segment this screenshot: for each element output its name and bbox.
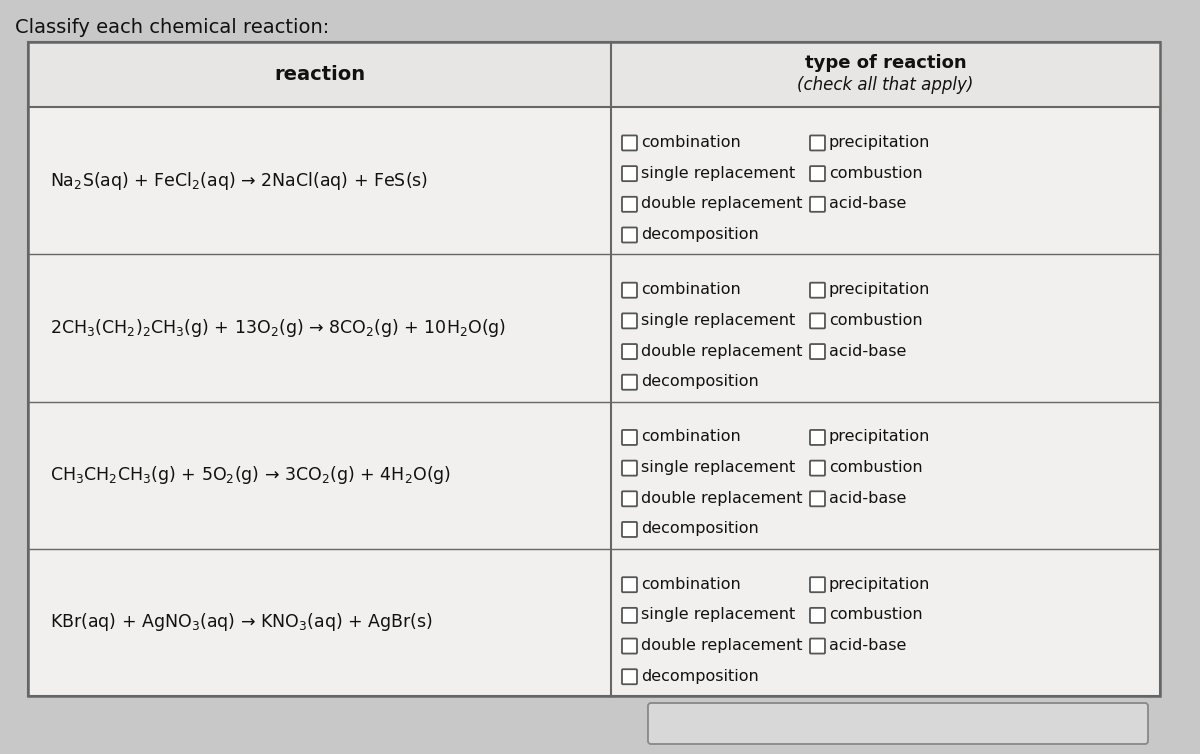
Text: combination: combination xyxy=(641,282,740,297)
FancyBboxPatch shape xyxy=(622,461,637,476)
FancyBboxPatch shape xyxy=(622,166,637,181)
Text: acid-base: acid-base xyxy=(829,638,906,653)
Text: 2CH$_3$(CH$_2$)$_2$CH$_3$(g) + 13O$_2$(g) → 8CO$_2$(g) + 10H$_2$O(g): 2CH$_3$(CH$_2$)$_2$CH$_3$(g) + 13O$_2$(g… xyxy=(50,317,506,339)
Text: single replacement: single replacement xyxy=(641,166,796,181)
Text: decomposition: decomposition xyxy=(641,669,758,684)
FancyBboxPatch shape xyxy=(622,136,637,151)
Text: precipitation: precipitation xyxy=(829,430,930,444)
FancyBboxPatch shape xyxy=(810,492,824,506)
FancyBboxPatch shape xyxy=(810,136,824,151)
Text: combustion: combustion xyxy=(829,313,923,328)
FancyBboxPatch shape xyxy=(622,670,637,684)
Text: decomposition: decomposition xyxy=(641,227,758,242)
Text: decomposition: decomposition xyxy=(641,522,758,537)
Text: double replacement: double replacement xyxy=(641,638,803,653)
FancyBboxPatch shape xyxy=(622,375,637,390)
Bar xyxy=(28,42,1160,696)
FancyBboxPatch shape xyxy=(810,578,824,592)
FancyBboxPatch shape xyxy=(810,344,824,359)
Text: acid-base: acid-base xyxy=(829,196,906,211)
Text: precipitation: precipitation xyxy=(829,135,930,150)
FancyBboxPatch shape xyxy=(622,430,637,445)
FancyBboxPatch shape xyxy=(810,608,824,623)
Text: acid-base: acid-base xyxy=(829,344,906,359)
Text: Ś: Ś xyxy=(990,713,1003,734)
Text: X: X xyxy=(792,713,806,734)
Text: combustion: combustion xyxy=(829,166,923,181)
Text: double replacement: double replacement xyxy=(641,491,803,506)
FancyBboxPatch shape xyxy=(622,197,637,212)
FancyBboxPatch shape xyxy=(622,344,637,359)
FancyBboxPatch shape xyxy=(622,228,637,243)
FancyBboxPatch shape xyxy=(810,166,824,181)
Text: precipitation: precipitation xyxy=(829,577,930,592)
FancyBboxPatch shape xyxy=(810,639,824,654)
Text: single replacement: single replacement xyxy=(641,460,796,475)
FancyBboxPatch shape xyxy=(622,283,637,298)
Text: combination: combination xyxy=(641,135,740,150)
Text: KBr(aq) + AgNO$_3$(aq) → KNO$_3$(aq) + AgBr(s): KBr(aq) + AgNO$_3$(aq) → KNO$_3$(aq) + A… xyxy=(50,611,432,633)
Text: single replacement: single replacement xyxy=(641,313,796,328)
FancyBboxPatch shape xyxy=(622,314,637,329)
Text: type of reaction: type of reaction xyxy=(805,54,966,72)
FancyBboxPatch shape xyxy=(622,492,637,506)
Text: (check all that apply): (check all that apply) xyxy=(797,76,973,94)
FancyBboxPatch shape xyxy=(648,703,1148,744)
Text: Classify each chemical reaction:: Classify each chemical reaction: xyxy=(14,18,329,37)
FancyBboxPatch shape xyxy=(622,639,637,654)
Text: reaction: reaction xyxy=(274,65,365,84)
Text: acid-base: acid-base xyxy=(829,491,906,506)
Text: combination: combination xyxy=(641,577,740,592)
Text: combination: combination xyxy=(641,430,740,444)
FancyBboxPatch shape xyxy=(622,578,637,592)
FancyBboxPatch shape xyxy=(622,522,637,537)
Text: Na$_2$S(aq) + FeCl$_2$(aq) → 2NaCl(aq) + FeS(s): Na$_2$S(aq) + FeCl$_2$(aq) → 2NaCl(aq) +… xyxy=(50,170,428,192)
FancyBboxPatch shape xyxy=(810,461,824,476)
Text: single replacement: single replacement xyxy=(641,608,796,622)
Text: precipitation: precipitation xyxy=(829,282,930,297)
Text: CH$_3$CH$_2$CH$_3$(g) + 5O$_2$(g) → 3CO$_2$(g) + 4H$_2$O(g): CH$_3$CH$_2$CH$_3$(g) + 5O$_2$(g) → 3CO$… xyxy=(50,464,451,486)
Text: double replacement: double replacement xyxy=(641,196,803,211)
Text: combustion: combustion xyxy=(829,608,923,622)
Text: combustion: combustion xyxy=(829,460,923,475)
FancyBboxPatch shape xyxy=(810,314,824,329)
Text: double replacement: double replacement xyxy=(641,344,803,359)
FancyBboxPatch shape xyxy=(810,430,824,445)
Text: decomposition: decomposition xyxy=(641,374,758,389)
FancyBboxPatch shape xyxy=(810,197,824,212)
Bar xyxy=(28,42,1160,107)
FancyBboxPatch shape xyxy=(622,608,637,623)
Bar xyxy=(28,42,1160,696)
FancyBboxPatch shape xyxy=(810,283,824,298)
